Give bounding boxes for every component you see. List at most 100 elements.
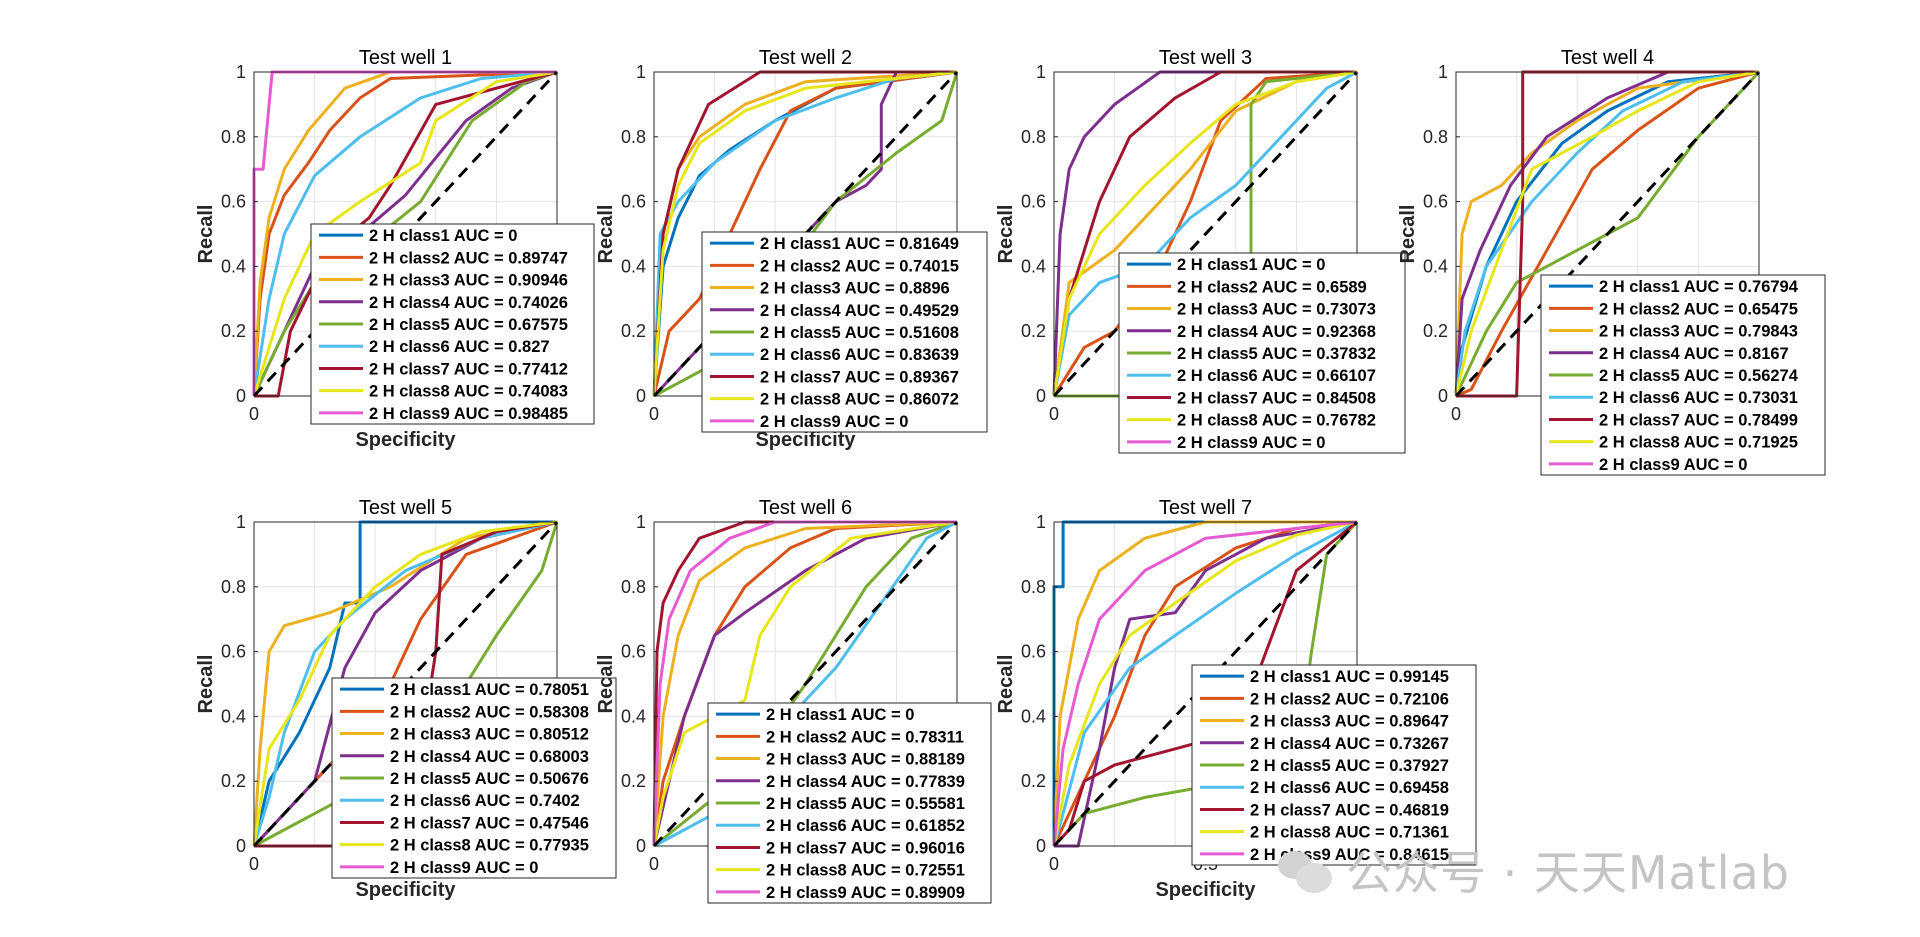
- legend: 2 H class1 AUC = 0.76794 2 H class2 AUC =…: [1540, 274, 1826, 476]
- y-tick-label: 0: [1036, 386, 1046, 406]
- legend-entry-class1: 2 H class1 AUC = 0.78051: [390, 681, 589, 699]
- roc-curve-class2: [652, 520, 958, 847]
- chart-title: Test well 3: [1159, 47, 1252, 69]
- x-tick-label: 0: [649, 854, 659, 874]
- y-tick-label: 0: [236, 836, 246, 856]
- y-tick-label: 1: [636, 62, 646, 82]
- legend-entry-class4: 2 H class4 AUC = 0.74026: [369, 294, 568, 312]
- y-axis-label: Recall: [595, 655, 617, 714]
- legend-entry-class2: 2 H class2 AUC = 0.65475: [1599, 300, 1798, 318]
- roc-curve-class3: [652, 520, 958, 847]
- legend-entry-class9: 2 H class9 AUC = 0: [390, 859, 538, 877]
- y-tick-label: 0.8: [221, 577, 246, 597]
- y-axis-label: Recall: [1397, 205, 1419, 264]
- roc-curve-class6: [1052, 70, 1358, 397]
- roc-curve-class3: [252, 520, 558, 847]
- chart-title: Test well 2: [759, 47, 852, 69]
- legend-entry-class9: 2 H class9 AUC = 0.98485: [369, 405, 568, 423]
- y-tick-label: 0.6: [1021, 192, 1046, 212]
- legend-entry-class9: 2 H class9 AUC = 0: [1599, 456, 1747, 474]
- diagonal-reference-line: [652, 520, 959, 848]
- legend-entry-class2: 2 H class2 AUC = 0.58308: [390, 703, 589, 721]
- legend-entry-class4: 2 H class4 AUC = 0.49529: [760, 302, 959, 320]
- roc-curve-class2: [652, 70, 958, 397]
- chart-title: Test well 7: [1159, 497, 1252, 519]
- y-axis-label: Recall: [195, 655, 217, 714]
- legend-entry-class2: 2 H class2 AUC = 0.78311: [766, 728, 964, 746]
- legend-entry-class3: 2 H class3 AUC = 0.73073: [1177, 301, 1376, 319]
- x-tick-label: 0: [1049, 854, 1059, 874]
- x-axis-label: Specificity: [755, 429, 856, 451]
- y-tick-label: 0.2: [1021, 771, 1046, 791]
- y-tick-label: 0.2: [1423, 321, 1448, 341]
- legend-entry-class4: 2 H class4 AUC = 0.73267: [1250, 735, 1449, 753]
- legend-entry-class3: 2 H class3 AUC = 0.8896: [760, 280, 950, 298]
- y-tick-label: 0: [636, 836, 646, 856]
- legend-entry-class2: 2 H class2 AUC = 0.74015: [760, 257, 959, 275]
- legend-entry-class4: 2 H class4 AUC = 0.68003: [390, 748, 589, 766]
- legend-entry-class4: 2 H class4 AUC = 0.92368: [1177, 323, 1376, 341]
- roc-curve-class8: [652, 520, 958, 847]
- y-tick-label: 0.4: [1423, 256, 1448, 276]
- legend-entry-class7: 2 H class7 AUC = 0.89367: [760, 368, 959, 386]
- legend-entry-class1: 2 H class1 AUC = 0: [766, 706, 914, 724]
- legend: 2 H class1 AUC = 0.81649 2 H class2 AUC =…: [701, 231, 988, 433]
- y-tick-label: 0.4: [621, 256, 646, 276]
- y-tick-label: 0.2: [621, 321, 646, 341]
- chart-title: Test well 6: [759, 497, 852, 519]
- roc-curve-class4: [1454, 70, 1759, 397]
- legend-entry-class7: 2 H class7 AUC = 0.84508: [1177, 389, 1376, 407]
- roc-curve-class6: [252, 70, 558, 397]
- legend-entry-class3: 2 H class3 AUC = 0.89647: [1250, 713, 1449, 731]
- legend-entry-class6: 2 H class6 AUC = 0.69458: [1250, 779, 1449, 797]
- legend-entry-class7: 2 H class7 AUC = 0.77412: [369, 360, 568, 378]
- legend-entry-class8: 2 H class8 AUC = 0.72551: [766, 862, 965, 880]
- roc-curve-class8: [1454, 70, 1760, 397]
- legend-entry-class8: 2 H class8 AUC = 0.76782: [1177, 412, 1376, 430]
- x-axis-label: Specificity: [355, 879, 456, 901]
- y-tick-label: 0: [636, 386, 646, 406]
- roc-panel-1: 0 0.2 0.4 0.6 0.8 1 0 Test well 1 Specificity Rec…: [195, 47, 595, 451]
- watermark-text: 公众号 · 天天Matlab: [1346, 846, 1790, 900]
- legend-entry-class9: 2 H class9 AUC = 0.89909: [766, 884, 965, 902]
- roc-curve-class8: [1052, 70, 1358, 397]
- y-tick-label: 0.2: [221, 771, 246, 791]
- diagonal-reference-line: [1454, 70, 1761, 398]
- y-tick-label: 0.8: [1021, 127, 1046, 147]
- legend-entry-class4: 2 H class4 AUC = 0.77839: [766, 773, 965, 791]
- y-tick-label: 1: [236, 62, 246, 82]
- y-tick-label: 0.6: [621, 642, 646, 662]
- roc-curve-class5: [1454, 70, 1761, 397]
- legend: 2 H class1 AUC = 0 2 H class2 AUC = 0.897…: [310, 223, 595, 425]
- y-tick-label: 1: [1036, 62, 1046, 82]
- y-tick-label: 0.6: [1021, 642, 1046, 662]
- y-tick-label: 0.2: [1021, 321, 1046, 341]
- y-axis-label: Recall: [195, 205, 217, 264]
- y-tick-label: 0: [236, 386, 246, 406]
- x-tick-label: 0: [249, 854, 259, 874]
- legend-entry-class8: 2 H class8 AUC = 0.71925: [1599, 434, 1798, 452]
- legend-entry-class5: 2 H class5 AUC = 0.56274: [1599, 367, 1799, 385]
- legend-entry-class9: 2 H class9 AUC = 0: [760, 413, 908, 431]
- roc-curve-class2: [1052, 520, 1358, 847]
- legend: 2 H class1 AUC = 0 2 H class2 AUC = 0.658…: [1118, 252, 1406, 454]
- legend-entry-class8: 2 H class8 AUC = 0.74083: [369, 383, 568, 401]
- roc-curve-class2: [252, 70, 558, 397]
- y-tick-label: 0.6: [221, 642, 246, 662]
- legend: 2 H class1 AUC = 0.78051 2 H class2 AUC =…: [331, 677, 617, 879]
- y-tick-label: 0: [1036, 836, 1046, 856]
- y-tick-label: 0.2: [221, 321, 246, 341]
- legend-entry-class2: 2 H class2 AUC = 0.89747: [369, 249, 568, 267]
- y-tick-label: 0.4: [221, 256, 246, 276]
- roc-curve-class8: [252, 70, 558, 397]
- legend-entry-class5: 2 H class5 AUC = 0.37832: [1177, 345, 1376, 363]
- legend-entry-class6: 2 H class6 AUC = 0.66107: [1177, 367, 1376, 385]
- y-tick-label: 0.6: [221, 192, 246, 212]
- legend-entry-class3: 2 H class3 AUC = 0.88189: [766, 751, 965, 769]
- x-tick-label: 0: [249, 404, 259, 424]
- legend-entry-class2: 2 H class2 AUC = 0.6589: [1177, 278, 1367, 296]
- y-tick-label: 1: [1438, 62, 1448, 82]
- legend-entry-class5: 2 H class5 AUC = 0.37927: [1250, 757, 1449, 775]
- legend-entry-class3: 2 H class3 AUC = 0.90946: [369, 272, 568, 290]
